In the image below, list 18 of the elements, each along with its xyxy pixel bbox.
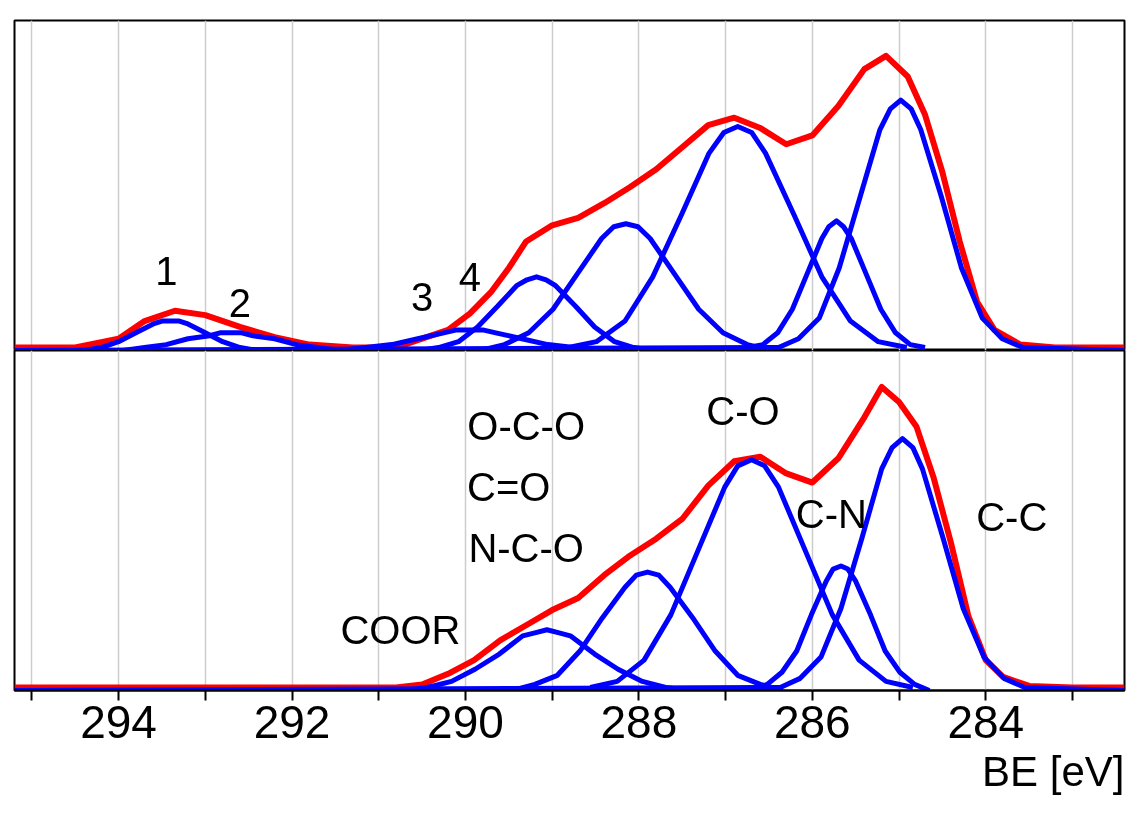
x-tick-label: 284 [947, 695, 1025, 748]
annotation: C-C [976, 495, 1048, 540]
annotation: 1 [155, 248, 178, 293]
annotation: C-N [795, 492, 867, 537]
annotation: 4 [458, 254, 481, 299]
x-tick-label: 294 [80, 695, 157, 748]
x-tick-label: 286 [773, 695, 851, 748]
x-axis-title: BE [eV] [982, 747, 1125, 795]
x-tick-label: 292 [253, 695, 331, 748]
x-tick-label: 290 [427, 695, 504, 748]
annotation: 3 [410, 275, 434, 320]
annotation: 2 [228, 281, 252, 326]
annotation: N-C-O [468, 525, 584, 570]
annotation: COOR [340, 607, 461, 652]
annotation: C=O [467, 465, 551, 510]
annotation: C-O [706, 389, 780, 434]
annotation: O-C-O [467, 404, 586, 449]
x-tick-label: 288 [600, 695, 678, 748]
